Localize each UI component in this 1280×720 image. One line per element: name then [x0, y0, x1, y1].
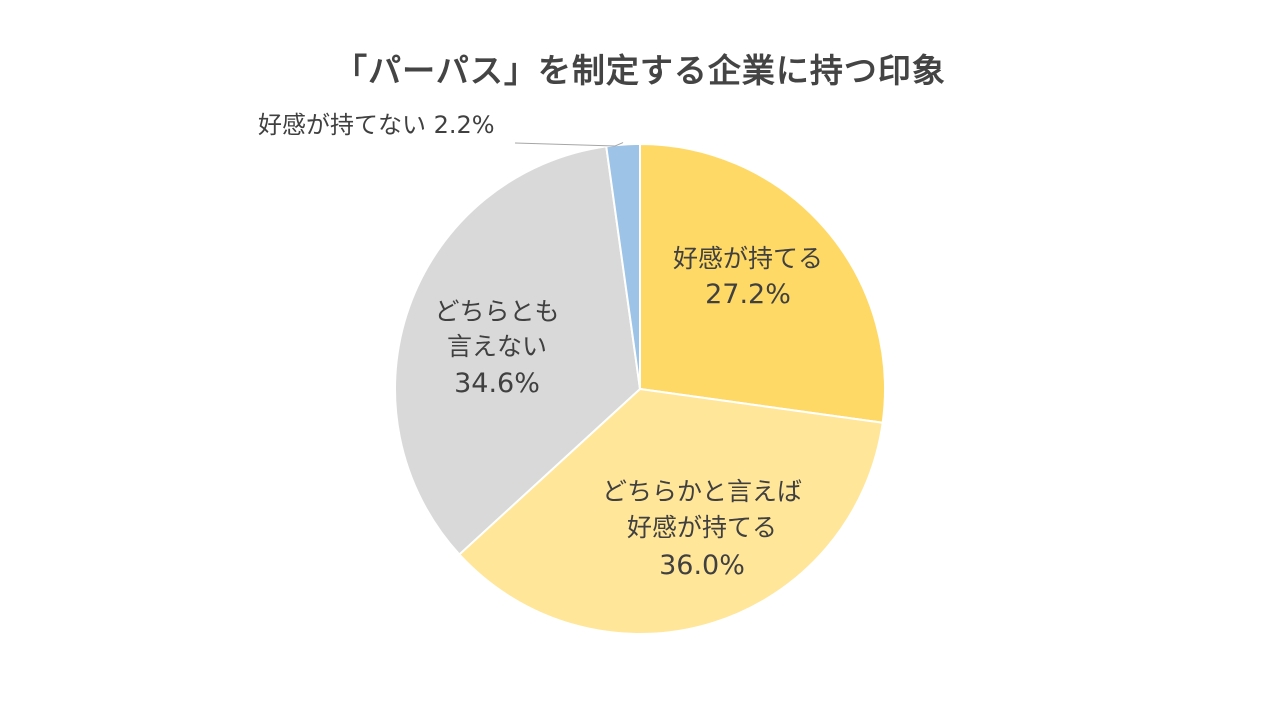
slice-value-label: 36.0%: [659, 550, 745, 581]
pie-slice: [605, 142, 641, 390]
pie-slice: [639, 142, 886, 424]
slice-label: 好感が持てない 2.2%: [258, 111, 495, 139]
slice-value-label: 27.2%: [705, 279, 791, 310]
chart-title: 「パーパス」を制定する企業に持つ印象: [334, 51, 946, 90]
pie-slice: [457, 387, 884, 635]
slice-label: 好感が持てる: [673, 244, 823, 273]
slice-label: 言えない: [447, 332, 547, 361]
slice-label: どちらかと言えば: [602, 477, 802, 506]
pie-slice: [393, 145, 642, 556]
slice-label: どちらとも: [434, 297, 559, 326]
leader-line: [514, 142, 624, 147]
slice-label: 好感が持てる: [627, 513, 777, 542]
slice-value-label: 34.6%: [454, 368, 540, 399]
